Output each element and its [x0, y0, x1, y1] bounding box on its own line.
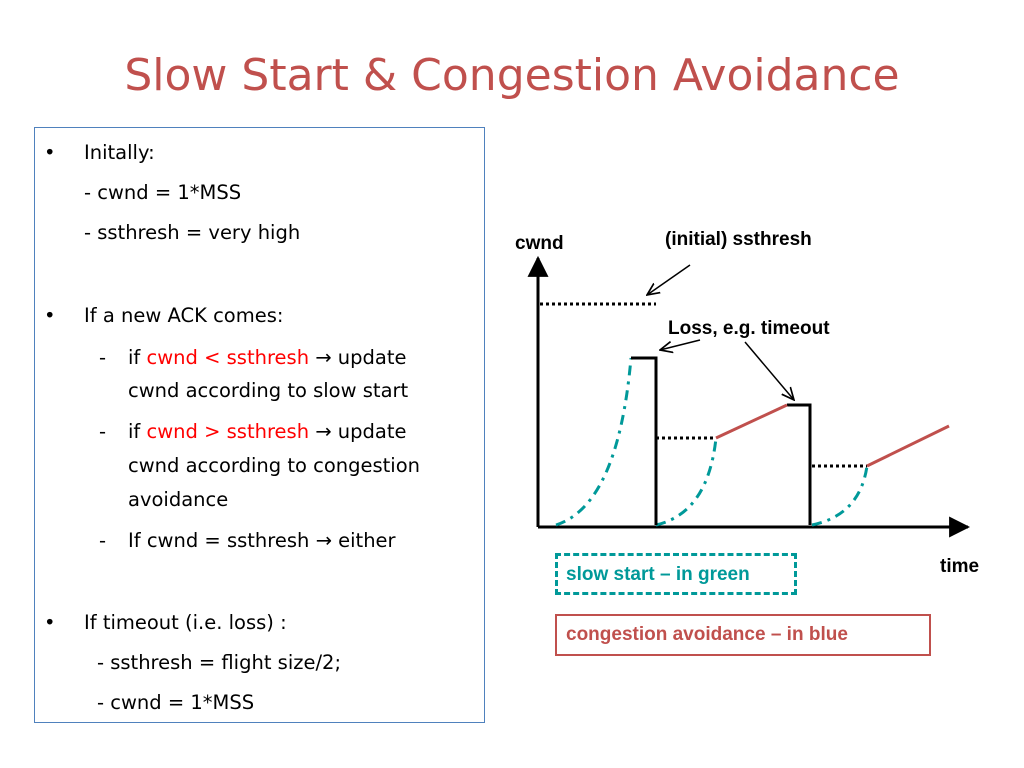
ssthresh-annotation-arrow — [647, 264, 691, 295]
bullet-3-line-1: - ssthresh = flight size/2; — [97, 651, 342, 674]
sub-bullet-1-pre: if — [128, 346, 147, 369]
legend-congestion-avoidance — [555, 614, 931, 656]
slide-title: Slow Start & Congestion Avoidance — [124, 50, 900, 101]
sub-bullet-2-line-2: cwnd according to congestion — [128, 454, 421, 477]
x-axis-label: time — [940, 556, 979, 577]
bullet-1-line-1: - cwnd = 1*MSS — [84, 181, 242, 204]
sub-bullet-2-condition: cwnd > ssthresh — [146, 420, 310, 443]
bullet-3-line-2: - cwnd = 1*MSS — [97, 691, 255, 714]
sub-bullet-1-line-1: if cwnd < ssthresh → update — [128, 345, 407, 371]
bullet-1-line-2: - ssthresh = very high — [84, 221, 301, 244]
loss-annotation: Loss, e.g. timeout — [668, 318, 830, 339]
slow-start-curve-3 — [811, 465, 869, 527]
legend-slow-start-label: slow start – in green — [566, 564, 750, 585]
legend-congestion-avoidance-label: congestion avoidance – in blue — [566, 624, 848, 645]
congestion-avoidance-line-2 — [866, 424, 950, 468]
bullet-2-dot: • — [44, 304, 56, 327]
arrow-icon: → — [315, 346, 332, 369]
initial-ssthresh-annotation: (initial) ssthresh — [665, 229, 812, 250]
loss-drop-1 — [631, 356, 658, 525]
congestion-avoidance-line-1 — [715, 403, 788, 440]
sub-bullet-1-post: update — [331, 346, 407, 369]
sub-bullet-1-condition: cwnd < ssthresh — [146, 346, 310, 369]
sub-bullet-1-line-2: cwnd according to slow start — [128, 379, 409, 402]
bullet-3-label: If timeout (i.e. loss) : — [84, 611, 287, 634]
y-axis-label: cwnd — [515, 233, 564, 254]
bullet-3-dot: • — [44, 611, 56, 634]
legend-slow-start — [555, 553, 797, 595]
sub-bullet-2-pre: if — [128, 420, 147, 443]
bullet-1-dot: • — [44, 141, 56, 164]
bullet-2-label: If a new ACK comes: — [84, 304, 284, 327]
sub-bullet-3-line-1: If cwnd = ssthresh → either — [128, 528, 396, 554]
sub-bullet-3-dash: - — [99, 529, 107, 552]
loss-drop-2 — [787, 403, 812, 525]
arrow-icon: → — [315, 420, 332, 443]
sub-bullet-2-dash: - — [99, 420, 107, 443]
sub-bullet-2-line-1: if cwnd > ssthresh → update — [128, 419, 407, 445]
sub-bullet-2-line-3: avoidance — [128, 488, 229, 511]
sub-bullet-3-pre: If cwnd = ssthresh — [128, 529, 316, 552]
bullet-1-label: Initally: — [84, 141, 155, 164]
text-box — [34, 127, 485, 723]
loss-annotation-arrow-1 — [660, 339, 701, 350]
sub-bullet-2-post: update — [331, 420, 407, 443]
loss-annotation-arrow-2 — [744, 341, 794, 400]
slow-start-curve-1 — [555, 357, 633, 527]
sub-bullet-1-dash: - — [99, 346, 107, 369]
arrow-icon: → — [315, 529, 332, 552]
slow-start-curve-2 — [655, 437, 718, 527]
sub-bullet-3-post: either — [331, 529, 396, 552]
